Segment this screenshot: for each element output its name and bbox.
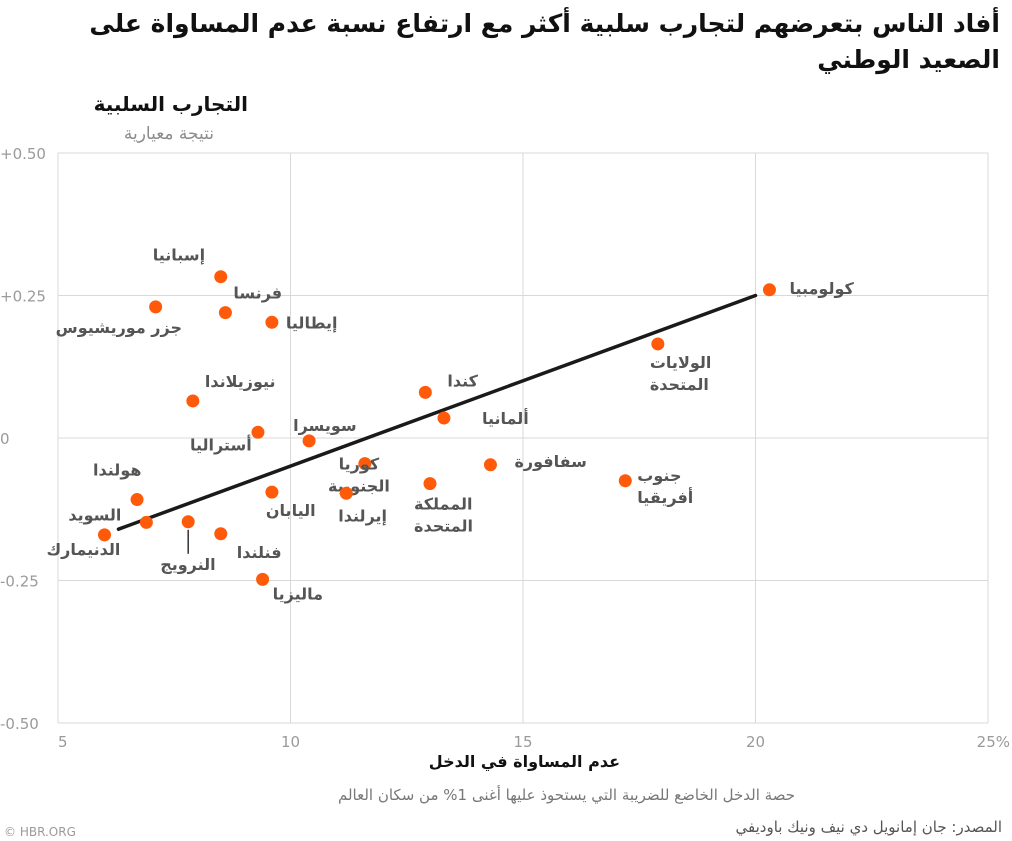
point-label-line: الجنوبية [328, 477, 390, 496]
point-label: الولايات المتحدة [650, 353, 712, 394]
data-point [251, 425, 265, 439]
point-label: كولومبيا [789, 279, 854, 298]
x-tick-label: 25% [977, 733, 1010, 751]
point-label: سويسرا [293, 416, 357, 435]
x-tick-label: 15 [513, 733, 532, 751]
y-tick-label: +0.25 [0, 288, 46, 306]
y-tick-label: +0.50 [0, 145, 46, 163]
data-point [130, 493, 144, 507]
x-tick-label: 5 [58, 733, 68, 751]
data-point [483, 458, 497, 472]
point-label: إيرلندا [338, 506, 387, 525]
point-label: أستراليا [190, 434, 252, 454]
point-label-line: المتحدة [414, 517, 473, 536]
point-label-line: إيرلندا [338, 506, 387, 525]
trend-line [116, 293, 758, 531]
x-axis-subtitle: حصة الدخل الخاضع للضريبة التي يستحوذ علي… [337, 786, 795, 804]
point-label-line: ألمانيا [482, 408, 529, 428]
data-point [98, 528, 111, 542]
data-point [139, 515, 153, 529]
point-label: السويد [68, 505, 121, 524]
data-point [358, 457, 372, 471]
point-label: كندا [447, 371, 478, 390]
y-tick-label: -0.50 [0, 715, 39, 733]
data-point [423, 477, 437, 491]
x-tick-label: 20 [746, 733, 765, 751]
hbr-logo: © HBR.ORG [4, 825, 76, 839]
point-label-line: سفافورة [514, 452, 586, 471]
point-label: اليابان [266, 501, 316, 520]
point-label-line: جزر موريشيوس [56, 318, 182, 337]
point-label: هولندا [93, 461, 141, 480]
data-point [437, 411, 451, 425]
point-label-line: هولندا [93, 461, 141, 480]
y-axis-subtitle: نتيجة معيارية [123, 124, 214, 144]
point-label: كوريا الجنوبية [328, 455, 390, 496]
point-label-line: إسبانيا [153, 246, 205, 265]
point-label: الدنيمارك [47, 540, 121, 559]
point-label-line: سويسرا [293, 416, 357, 435]
point-label-line: نيوزيلاندا [205, 372, 276, 391]
point-label-line: كوريا [339, 455, 380, 474]
data-point [302, 434, 316, 448]
x-axis-title: عدم المساواة في الدخل [428, 752, 620, 771]
point-label: النرويج [160, 555, 215, 574]
data-point [256, 572, 270, 586]
point-label: جنوب أفريقيا [637, 466, 693, 507]
point-label-line: إيطاليا [286, 313, 338, 332]
point-label-line: فنلندا [237, 543, 282, 562]
point-label: فرنسا [233, 284, 282, 303]
point-label: ماليزيا [273, 584, 323, 603]
point-label-line: المتحدة [650, 375, 709, 394]
point-label-line: أفريقيا [637, 487, 693, 507]
data-point [149, 300, 163, 314]
point-label: نيوزيلاندا [205, 372, 276, 391]
point-label-line: ماليزيا [273, 584, 323, 603]
data-point [762, 283, 776, 297]
x-tick-label: 10 [281, 733, 300, 751]
chart-title: أفاد الناس بتعرضهم لتجارب سلبية أكثر مع … [89, 9, 1000, 74]
point-label: ألمانيا [482, 408, 529, 428]
data-point [265, 315, 279, 329]
point-label-line: الدنيمارك [47, 540, 121, 559]
source-note: المصدر: جان إمانويل دي نيف ونيك باوديفي [735, 818, 1002, 836]
point-label-line: السويد [68, 505, 121, 524]
point-label-line: المملكة [414, 495, 472, 514]
point-label: إيطاليا [286, 313, 338, 332]
y-axis-title: التجارب السلبية [93, 92, 248, 116]
point-label-line: فرنسا [233, 284, 282, 303]
data-point [214, 270, 228, 284]
data-point [265, 485, 279, 499]
point-label-line: النرويج [160, 555, 215, 574]
y-tick-label: -0.25 [0, 573, 39, 591]
point-label: إسبانيا [153, 246, 205, 265]
point-label: سفافورة [514, 452, 586, 471]
data-point [186, 394, 200, 408]
point-label-line: أستراليا [190, 434, 252, 454]
data-point [418, 385, 432, 399]
point-label: فنلندا [237, 543, 282, 562]
data-point [214, 527, 228, 541]
data-point [651, 337, 665, 351]
y-tick-label: 0 [0, 430, 10, 448]
data-point [181, 515, 195, 529]
point-label-line: اليابان [266, 501, 316, 520]
data-point [218, 306, 232, 320]
point-label-line: كندا [447, 371, 478, 390]
data-point [618, 474, 632, 488]
point-label: جزر موريشيوس [56, 318, 182, 337]
point-label-line: جنوب [637, 466, 681, 485]
point-label: المملكة المتحدة [414, 495, 473, 536]
point-label-line: الولايات [650, 353, 712, 372]
data-point [339, 486, 353, 500]
point-label-line: كولومبيا [789, 279, 854, 298]
